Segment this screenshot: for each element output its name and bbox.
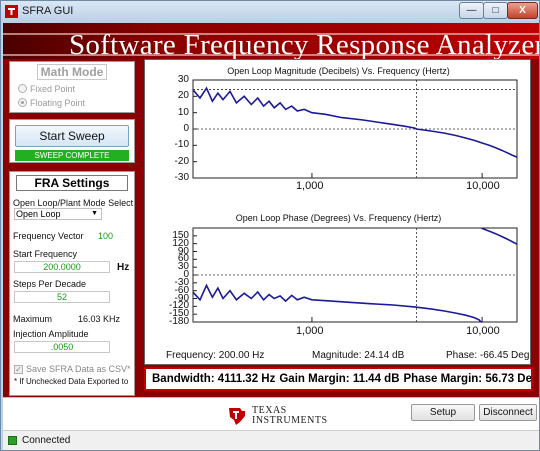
y-tick-label: -20 — [174, 155, 189, 167]
floating-point-radio[interactable]: Floating Point — [18, 98, 85, 108]
window-title: SFRA GUI — [22, 5, 74, 17]
y-tick-label: -180 — [168, 316, 189, 327]
y-tick-label: -30 — [174, 276, 189, 288]
fixed-point-label: Fixed Point — [30, 84, 76, 94]
series-line — [192, 227, 518, 323]
logo-line-2: INSTRUMENTS — [252, 415, 328, 426]
frequency-vector-value: 100 — [98, 231, 114, 241]
floating-point-label: Floating Point — [30, 98, 86, 108]
y-tick-label: 30 — [177, 74, 189, 85]
metrics-bar: Bandwidth: 4111.32 Hz Gain Margin: 11.44 … — [144, 367, 533, 391]
start-frequency-unit: Hz — [117, 262, 130, 273]
y-tick-label: 120 — [172, 237, 189, 249]
injection-amplitude-label: Injection Amplitude — [13, 329, 89, 339]
setup-button[interactable]: Setup — [411, 404, 475, 421]
fixed-point-radio[interactable]: Fixed Point — [18, 84, 75, 94]
mode-select-label: Open Loop/Plant Mode Select — [13, 198, 134, 208]
mode-select-dropdown[interactable]: Open Loop ▼ — [14, 208, 102, 220]
texas-instruments-logo-icon — [229, 408, 245, 425]
phase-readout: Phase: -66.45 Deg — [446, 350, 530, 361]
footer: TEXAS INSTRUMENTS Setup Disconnect — [3, 397, 539, 430]
phase-plot-title: Open Loop Phase (Degrees) Vs. Frequency … — [235, 213, 442, 223]
x-tick-label: 1,000 — [295, 325, 324, 337]
y-tick-label: 30 — [177, 261, 189, 273]
main-content: Math Mode Fixed Point Floating Point Sta… — [3, 59, 539, 397]
status-bar: Connected — [3, 430, 539, 450]
save-csv-checkbox[interactable]: ✓ — [14, 365, 23, 374]
magnitude-plot-title: Open Loop Magnitude (Decibels) Vs. Frequ… — [227, 66, 450, 76]
banner-stripe — [3, 33, 539, 35]
series-line — [192, 86, 518, 158]
y-tick-label: 20 — [177, 90, 189, 102]
math-mode-title: Math Mode — [36, 64, 108, 80]
steps-per-decade-label: Steps Per Decade — [13, 279, 87, 289]
connection-status-icon — [8, 436, 17, 445]
steps-per-decade-input[interactable]: 52 — [14, 291, 110, 303]
maximum-label: Maximum — [13, 314, 53, 324]
phase-margin-value: Phase Margin: 56.73 Deg — [403, 373, 533, 385]
magnitude-readout: Magnitude: 24.14 dB — [312, 350, 405, 361]
unchecked-note: * If Unchecked Data Exported to — [14, 377, 129, 386]
title-bar[interactable]: SFRA GUI — □ X — [1, 1, 539, 23]
start-sweep-button[interactable]: Start Sweep — [15, 125, 129, 147]
minimize-button[interactable]: — — [459, 2, 484, 19]
mode-select-value: Open Loop — [16, 209, 61, 219]
bode-plots — [192, 79, 518, 323]
y-tick-label: 150 — [172, 229, 189, 241]
texas-instruments-wordmark: TEXAS INSTRUMENTS — [252, 406, 328, 426]
gain-margin-value: Gain Margin: 11.44 dB — [279, 373, 400, 385]
x-tick-label: 10,000 — [466, 180, 500, 192]
x-tick-label: 1,000 — [295, 180, 324, 192]
sweep-status-bar: SWEEP COMPLETE — [15, 150, 129, 161]
start-frequency-input[interactable]: 200.0000 — [14, 261, 110, 273]
close-button[interactable]: X — [507, 2, 538, 19]
banner-title: Software Frequency Response Analyzer — [69, 29, 539, 61]
app-banner: Software Frequency Response Analyzer — [3, 23, 539, 65]
y-tick-label: -150 — [168, 308, 189, 320]
bandwidth-value: Bandwidth: 4111.32 Hz — [152, 373, 276, 385]
y-tick-label: -60 — [174, 284, 189, 296]
save-csv-label: Save SFRA Data as CSV* — [26, 364, 131, 374]
frequency-readout: Frequency: 200.00 Hz — [166, 350, 265, 361]
chevron-down-icon: ▼ — [91, 210, 98, 217]
plot-panel: Open Loop Magnitude (Decibels) Vs. Frequ… — [144, 59, 531, 365]
y-tick-label: 10 — [177, 106, 189, 118]
radio-selected-icon — [18, 98, 27, 107]
y-tick-label: -120 — [168, 300, 189, 312]
disconnect-button[interactable]: Disconnect — [479, 404, 537, 421]
x-tick-label: 10,000 — [466, 325, 500, 337]
y-tick-label: -90 — [174, 292, 189, 304]
connection-status-text: Connected — [22, 435, 71, 446]
fra-settings-group: FRA Settings Open Loop/Plant Mode Select… — [9, 171, 135, 396]
math-mode-group: Math Mode Fixed Point Floating Point — [9, 61, 135, 113]
y-tick-label: -10 — [174, 139, 189, 151]
maximize-button[interactable]: □ — [483, 2, 508, 19]
sweep-group: Start Sweep SWEEP COMPLETE — [9, 119, 135, 163]
maximum-value: 16.03 KHz — [78, 314, 121, 324]
fra-settings-title: FRA Settings — [16, 175, 128, 191]
y-tick-label: -30 — [174, 172, 189, 183]
logo-line-1: TEXAS — [252, 405, 287, 416]
banner-stripe — [3, 54, 539, 56]
injection-amplitude-input[interactable]: .0050 — [14, 341, 110, 353]
frequency-vector-label: Frequency Vector — [13, 231, 84, 241]
y-tick-label: 60 — [177, 253, 189, 265]
texas-instruments-app-icon — [5, 5, 18, 18]
radio-icon — [18, 84, 27, 93]
start-frequency-label: Start Frequency — [13, 249, 78, 259]
y-tick-label: 0 — [183, 269, 189, 280]
y-tick-label: 90 — [177, 245, 189, 257]
y-tick-label: 0 — [183, 123, 189, 134]
